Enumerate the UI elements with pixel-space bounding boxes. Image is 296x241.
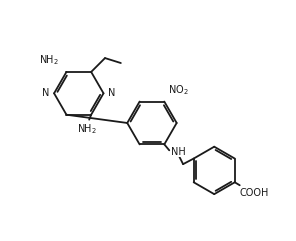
Text: N: N [108,88,116,98]
Text: N: N [42,88,49,98]
Text: NO$_2$: NO$_2$ [168,83,189,97]
Text: COOH: COOH [240,188,269,198]
Text: NH: NH [171,147,186,157]
Text: NH$_2$: NH$_2$ [77,123,97,136]
Text: NH$_2$: NH$_2$ [39,53,59,67]
